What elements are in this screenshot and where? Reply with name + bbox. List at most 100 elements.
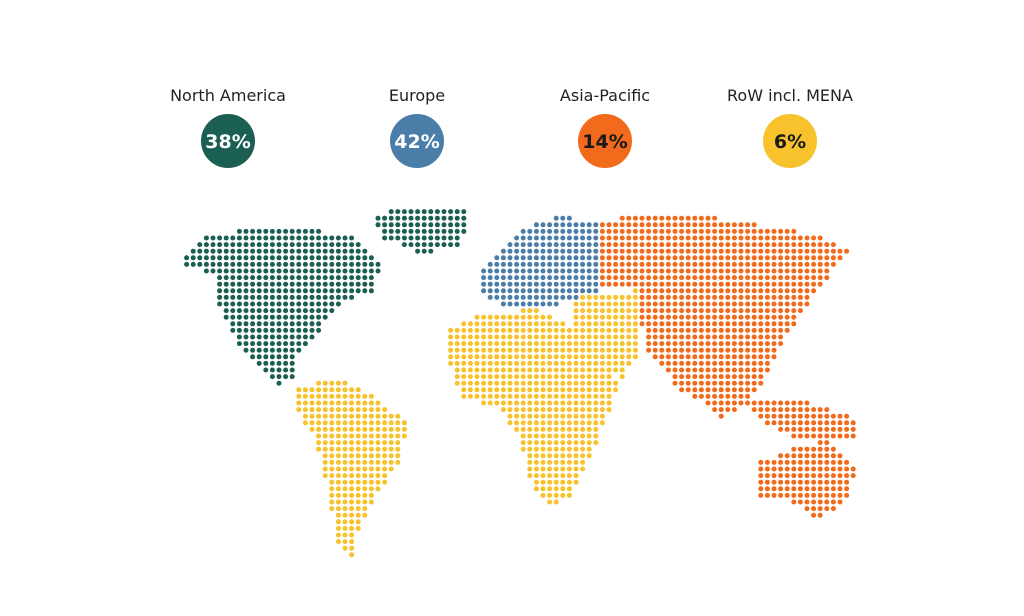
map-dot (593, 341, 599, 347)
map-dot (547, 440, 553, 446)
map-dot (276, 308, 282, 314)
map-dot (368, 433, 374, 439)
map-dot (626, 255, 632, 261)
map-dot (824, 506, 830, 512)
map-dot (731, 354, 737, 360)
map-dot (296, 288, 302, 294)
map-dot (817, 499, 823, 505)
map-dot (553, 261, 559, 267)
map-dot (263, 248, 269, 254)
map-dot (296, 275, 302, 281)
map-dot (256, 354, 262, 360)
map-dot (593, 261, 599, 267)
map-dot (375, 261, 381, 267)
map-dot (672, 228, 678, 234)
map-dot (850, 433, 856, 439)
map-dot (553, 407, 559, 413)
map-dot (533, 314, 539, 320)
map-dot (533, 413, 539, 419)
map-dot (289, 360, 295, 366)
map-dot (705, 261, 711, 267)
map-dot (784, 228, 790, 234)
map-dot (619, 281, 625, 287)
map-dot (599, 400, 605, 406)
map-dot (599, 393, 605, 399)
map-dot (316, 380, 322, 386)
map-dot (494, 393, 500, 399)
map-dot (335, 255, 341, 261)
map-dot (302, 228, 308, 234)
map-dot (296, 248, 302, 254)
map-dot (547, 413, 553, 419)
map-dot (520, 400, 526, 406)
map-dot (289, 341, 295, 347)
map-dot (797, 426, 803, 432)
map-dot (395, 433, 401, 439)
map-dot (296, 301, 302, 307)
map-dot (731, 387, 737, 393)
map-dot (448, 242, 454, 248)
map-dot (698, 261, 704, 267)
map-dot (329, 400, 335, 406)
map-dot (560, 275, 566, 281)
map-dot (487, 288, 493, 294)
map-dot (791, 235, 797, 241)
map-dot (824, 446, 830, 452)
map-dot (316, 387, 322, 393)
map-dot (844, 413, 850, 419)
map-dot (335, 473, 341, 479)
map-dot (289, 235, 295, 241)
map-dot (778, 255, 784, 261)
map-dot (804, 281, 810, 287)
map-dot (500, 380, 506, 386)
map-dot (355, 486, 361, 492)
map-dot (606, 367, 612, 373)
map-dot (553, 288, 559, 294)
map-dot (283, 281, 289, 287)
map-dot (335, 387, 341, 393)
map-dot (540, 407, 546, 413)
map-dot (844, 426, 850, 432)
map-dot (804, 294, 810, 300)
map-dot (401, 433, 407, 439)
map-dot (540, 459, 546, 465)
map-dot (342, 426, 348, 432)
map-dot (349, 486, 355, 492)
map-dot (527, 301, 533, 307)
map-dot (243, 235, 249, 241)
map-dot (302, 327, 308, 333)
map-dot (269, 334, 275, 340)
map-dot (540, 466, 546, 472)
map-dot (415, 242, 421, 248)
map-dot (263, 294, 269, 300)
map-dot (665, 354, 671, 360)
map-dot (811, 473, 817, 479)
map-dot (388, 440, 394, 446)
map-dot (837, 426, 843, 432)
map-dot (342, 433, 348, 439)
map-dot (375, 400, 381, 406)
map-dot (349, 268, 355, 274)
map-dot (619, 294, 625, 300)
map-dot (718, 268, 724, 274)
map-dot (659, 308, 665, 314)
map-dot (329, 301, 335, 307)
map-dot (698, 215, 704, 221)
map-dot (355, 506, 361, 512)
map-dot (362, 453, 368, 459)
map-dot (527, 446, 533, 452)
map-dot (296, 242, 302, 248)
map-dot (302, 301, 308, 307)
map-dot (335, 539, 341, 545)
map-dot (514, 275, 520, 281)
map-dot (322, 275, 328, 281)
map-dot (824, 453, 830, 459)
map-dot (586, 275, 592, 281)
map-dot (599, 242, 605, 248)
map-dot (566, 235, 572, 241)
map-dot (520, 308, 526, 314)
map-dot (329, 420, 335, 426)
map-dot (362, 440, 368, 446)
map-dot (698, 235, 704, 241)
map-dot (362, 413, 368, 419)
